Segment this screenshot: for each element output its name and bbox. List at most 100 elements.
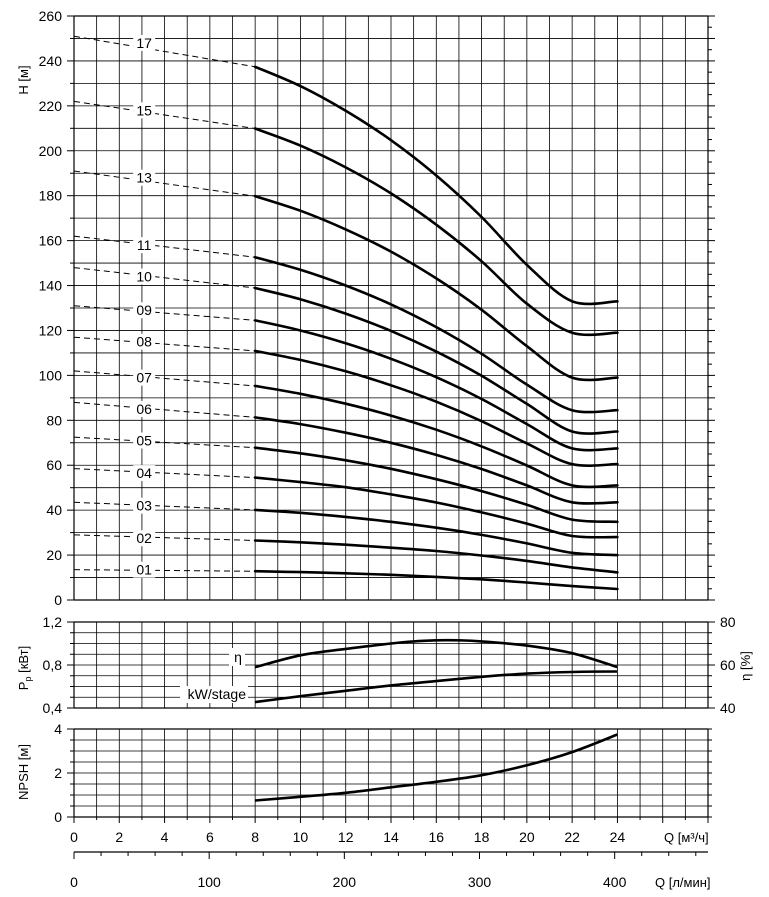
- head-curve-dashed-15: [73, 100, 256, 130]
- q-m3h-tick-label: 12: [338, 829, 354, 845]
- head-y-tick-label: 120: [39, 322, 63, 338]
- head-y-tick-label: 20: [46, 547, 62, 563]
- stage-label-bg: [133, 465, 156, 482]
- head-curve-06: [253, 416, 619, 505]
- stage-label-07: 07: [136, 370, 152, 386]
- stage-label-bg: [133, 34, 156, 51]
- power-curve: [254, 670, 618, 704]
- head-y-tick-label: 80: [46, 412, 62, 428]
- efficiency-curve-label: η: [234, 649, 242, 665]
- head-y-tick-label: 200: [39, 143, 63, 159]
- head-curve-10: [253, 286, 619, 435]
- stage-label-02: 02: [136, 530, 152, 546]
- stage-label-bg: [133, 302, 156, 319]
- stage-label-bg: [133, 237, 156, 254]
- grid-layer: [67, 15, 715, 859]
- head-curve-dashed-04: [73, 468, 256, 479]
- stage-label-01: 01: [136, 562, 152, 578]
- stage-label-bg: [133, 369, 156, 386]
- head-curve-05: [253, 446, 619, 524]
- eff-y-tick-label: 60: [720, 657, 736, 673]
- q-m3h-tick-label: 10: [293, 829, 309, 845]
- head-curve-dashed-02: [73, 534, 256, 541]
- q-m3h-tick-label: 16: [428, 829, 444, 845]
- head-curve-dashed-08: [73, 336, 256, 352]
- power-y-tick-label: 0,8: [43, 657, 63, 673]
- power-axis-label: Pp [кВт]: [16, 646, 33, 690]
- power-y-tick-label: 0,4: [43, 700, 63, 716]
- head-y-tick-label: 220: [39, 98, 63, 114]
- head-curve-03: [253, 508, 619, 557]
- stage-label-bg: [133, 169, 156, 186]
- head-y-tick-label: 140: [39, 278, 63, 294]
- stage-label-bg: [133, 561, 156, 578]
- head-curve-17: [253, 65, 619, 306]
- stage-label-11: 11: [137, 237, 152, 253]
- curves-layer: [73, 35, 619, 802]
- q-m3h-tick-label: 24: [610, 829, 626, 845]
- labels-layer: 0204060801001201401601802002202402600,40…: [16, 8, 753, 890]
- head-curve-dashed-03: [73, 501, 256, 511]
- eta-label-bg: [229, 648, 245, 666]
- stage-label-bg: [133, 268, 156, 285]
- q-m3h-tick-label: 18: [474, 829, 490, 845]
- stage-label-bg: [133, 432, 156, 449]
- head-y-tick-label: 0: [54, 592, 62, 608]
- head-curve-dashed-09: [73, 305, 256, 321]
- head-curve-11: [253, 255, 619, 414]
- q-lmin-tick-label: 200: [333, 874, 357, 890]
- stage-label-10: 10: [136, 269, 152, 285]
- head-curve-dashed-13: [73, 170, 256, 197]
- q-m3h-tick-label: 6: [206, 829, 214, 845]
- q-m3h-tick-label: 22: [564, 829, 580, 845]
- stage-label-17: 17: [136, 35, 152, 51]
- q-lmin-axis-label: Q [л/мин]: [655, 875, 711, 890]
- stage-label-04: 04: [136, 465, 152, 481]
- power-curve-label: kW/stage: [188, 686, 247, 702]
- head-curve-02: [253, 539, 619, 574]
- head-curve-01: [253, 569, 619, 591]
- q-m3h-tick-label: 0: [70, 829, 78, 845]
- eff-y-tick-label: 40: [720, 700, 736, 716]
- npsh-curve: [254, 733, 618, 802]
- q-m3h-tick-label: 4: [161, 829, 169, 845]
- head-curve-09: [253, 319, 619, 452]
- head-curve-dashed-07: [73, 370, 256, 387]
- head-y-tick-label: 100: [39, 367, 63, 383]
- npsh-y-tick-label: 0: [54, 809, 62, 825]
- head-y-tick-label: 160: [39, 233, 63, 249]
- q-lmin-tick-label: 300: [468, 874, 492, 890]
- npsh-y-tick-label: 4: [54, 721, 62, 737]
- efficiency-curve: [254, 638, 618, 669]
- stage-label-bg: [133, 530, 156, 547]
- stage-label-15: 15: [136, 102, 152, 118]
- head-curve-dashed-01: [73, 569, 256, 572]
- npsh-axis-label: NPSH [м]: [16, 744, 31, 800]
- stage-label-09: 09: [136, 302, 152, 318]
- stage-label-bg: [133, 102, 156, 119]
- head-curve-dashed-06: [73, 401, 256, 418]
- head-curve-dashed-11: [73, 235, 256, 258]
- q-lmin-tick-label: 100: [197, 874, 221, 890]
- head-curve-04: [253, 476, 619, 539]
- q-lmin-tick-label: 400: [603, 874, 627, 890]
- head-curve-08: [253, 349, 619, 467]
- eff-axis-label: η [%]: [738, 651, 753, 681]
- head-axis-label: H [м]: [16, 65, 31, 94]
- head-y-tick-label: 240: [39, 53, 63, 69]
- stage-label-03: 03: [136, 498, 152, 514]
- stage-label-13: 13: [136, 170, 152, 186]
- q-lmin-tick-label: 0: [70, 874, 78, 890]
- head-y-tick-label: 40: [46, 502, 62, 518]
- head-curve-dashed-10: [73, 267, 256, 289]
- head-y-tick-label: 60: [46, 457, 62, 473]
- head-curve-07: [253, 384, 619, 489]
- npsh-y-tick-label: 2: [54, 765, 62, 781]
- head-curve-dashed-17: [73, 35, 256, 68]
- q-m3h-tick-label: 2: [115, 829, 123, 845]
- stage-label-bg: [133, 333, 156, 350]
- stage-label-bg: [133, 497, 156, 514]
- head-curve-15: [253, 127, 619, 337]
